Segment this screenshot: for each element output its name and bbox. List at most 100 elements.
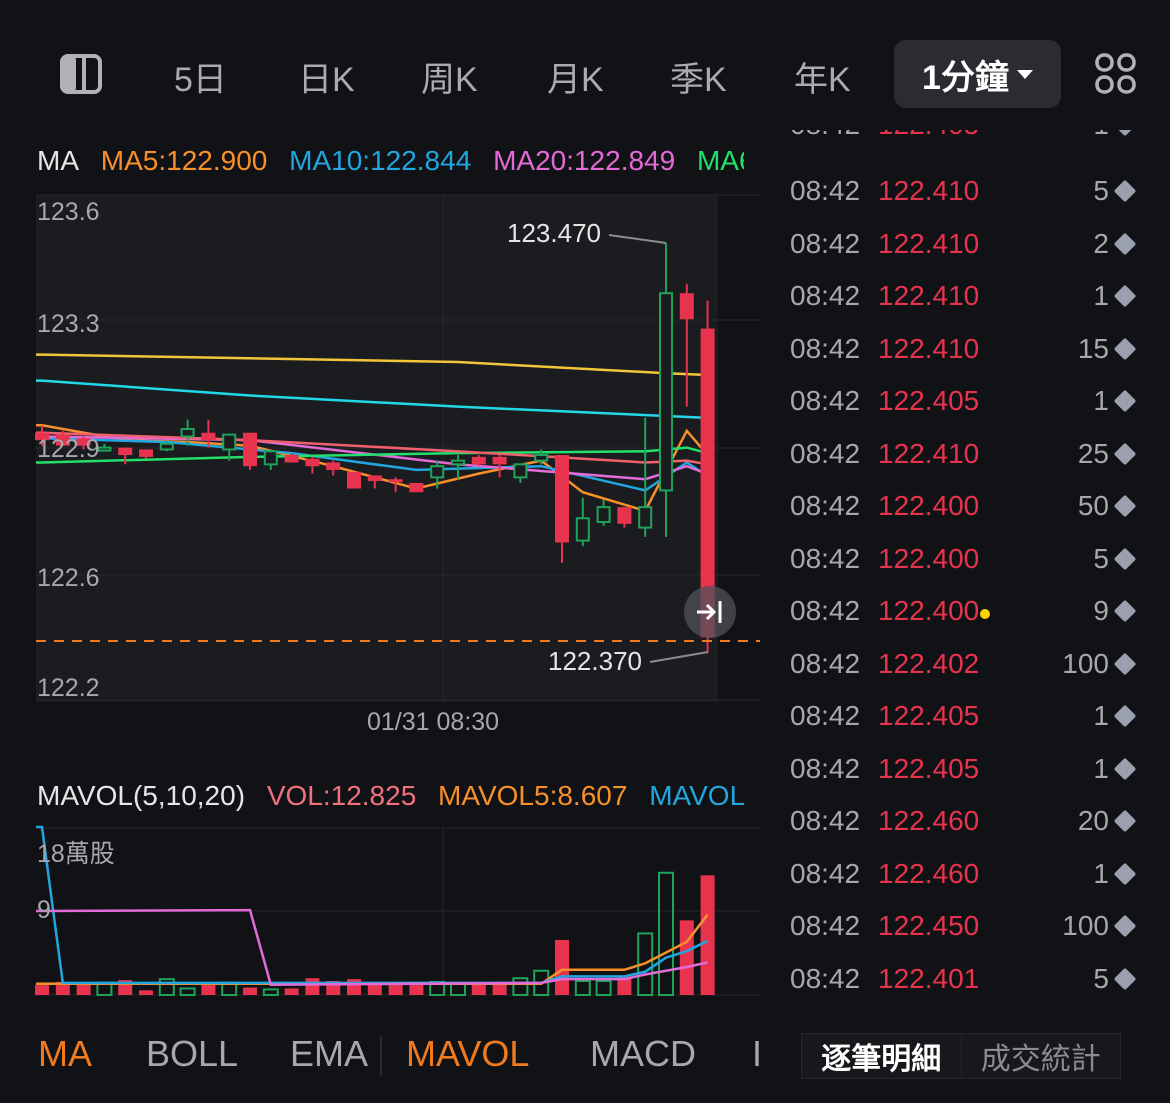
period-month[interactable]: 月K [547, 61, 604, 99]
tab-macd[interactable]: MACD [590, 1033, 696, 1074]
tab-boll[interactable]: BOLL [146, 1033, 239, 1074]
arrow-to-end-icon [697, 601, 722, 623]
trade-row: 08:42 122.401 5 [790, 963, 1137, 1003]
diamond-icon [1113, 442, 1137, 465]
trade-price: 122.400 [878, 490, 980, 521]
trade-price: 122.400 [878, 542, 980, 574]
mavol-legend-title: MAVOL(5,10,20) [37, 780, 246, 811]
volume-bar [139, 990, 153, 995]
volume-bar [512, 977, 529, 996]
volume-bar [471, 981, 486, 995]
period-quarter[interactable]: 季K [670, 61, 727, 99]
trade-price: 122.410 [878, 280, 980, 311]
trade-quantity: 1 [1093, 700, 1109, 731]
volume-bar [35, 985, 49, 995]
high-leader-line [608, 234, 667, 244]
trade-quantity: 5 [1093, 175, 1109, 206]
x-tick-label: 01/31 08:30 [367, 708, 500, 736]
trade-quantity: 9 [1093, 595, 1109, 626]
low-price-annotation: 122.370 [548, 646, 642, 676]
trade-row: 08:42 122.400 5 [790, 542, 1137, 583]
ma20-value: MA20:122.849 [493, 145, 676, 176]
diamond-icon [1113, 914, 1137, 938]
y-tick-label: 122.9 [37, 435, 100, 463]
candle-body [326, 462, 341, 470]
tab-tick-details[interactable]: 逐筆明細 [802, 1034, 962, 1078]
period-5day[interactable]: 5日 [174, 61, 227, 99]
candle-body [97, 446, 112, 452]
period-day[interactable]: 日K [298, 61, 355, 99]
trade-quantity: 50 [1077, 490, 1109, 521]
tab-more-truncated[interactable]: I [752, 1033, 763, 1074]
volume-legend: MAVOL(5,10,20) VOL:12.825 MAVOL5:8.607 M… [37, 780, 744, 812]
candle-body [409, 482, 424, 493]
candle-body [555, 455, 569, 543]
grid-layout-icon[interactable] [1094, 52, 1138, 101]
period-week[interactable]: 周K [421, 61, 478, 99]
volume-bar [262, 988, 279, 996]
trade-row: 08:42 122.460 20 [790, 805, 1137, 845]
volume-bar [492, 981, 507, 995]
candle-body [617, 507, 632, 524]
y-tick-label: 123.3 [37, 310, 100, 338]
candle-body [575, 517, 590, 542]
trade-row: 08:42 122.405 1 [790, 753, 1137, 793]
sidebar-toggle-icon[interactable] [60, 54, 102, 94]
high-price-annotation: 123.470 [507, 218, 601, 248]
ma-line-extra-6 [36, 353, 708, 377]
trade-row: 08:42 122.405 1 [790, 385, 1137, 425]
trade-time: 08:42 [790, 910, 861, 941]
diamond-icon [1113, 494, 1137, 518]
chevron-down-icon [1016, 69, 1033, 79]
tab-trade-stats[interactable]: 成交統計 [980, 1043, 1101, 1076]
ma-legend: MA MA5:122.900 MA10:122.844 MA20:122.849… [37, 145, 744, 177]
diamond-icon [1113, 232, 1137, 255]
period-year[interactable]: 年K [794, 61, 851, 99]
ma5-value: MA5:122.900 [100, 145, 268, 176]
tab-mavol[interactable]: MAVOL [406, 1033, 530, 1074]
trade-time: 08:42 [790, 700, 861, 731]
volume-chart[interactable] [0, 825, 770, 1000]
trade-time: 08:42 [790, 542, 861, 574]
tab-ema[interactable]: EMA [290, 1033, 369, 1074]
diamond-icon [1113, 967, 1137, 990]
candle-body [180, 428, 195, 438]
candle-body [159, 442, 174, 451]
candle-body [638, 506, 653, 529]
trade-row: 08:42 122.410 15 [790, 332, 1137, 373]
trade-time: 08:42 [790, 175, 861, 206]
mavol-line-1 [36, 825, 709, 985]
trade-quantity: 2 [1093, 227, 1109, 259]
volume-y-tick: 9 [37, 896, 51, 924]
period-1min-dropdown[interactable]: 1分鐘 [894, 40, 1061, 108]
volume-bar [595, 980, 612, 997]
trade-quantity: 1 [1093, 385, 1109, 416]
candle-body [700, 328, 715, 638]
candle-body [679, 293, 694, 320]
candlestick-chart[interactable] [0, 190, 770, 710]
candle-body [596, 506, 611, 523]
trade-quantity: 25 [1077, 437, 1109, 469]
candle-body [305, 458, 320, 467]
tab-ma[interactable]: MA [38, 1033, 92, 1074]
volume-bar [179, 987, 196, 996]
volume-bar [201, 983, 216, 995]
diamond-icon [1113, 652, 1137, 675]
trade-time: 08:42 [790, 857, 861, 889]
candle-body [201, 432, 216, 441]
trade-time: 08:42 [790, 490, 861, 521]
trade-time: 08:42 [790, 385, 861, 416]
diamond-icon [1113, 599, 1137, 623]
trade-price: 122.410 [878, 332, 980, 364]
scroll-to-latest-button[interactable] [684, 586, 736, 638]
volume-bar [574, 980, 591, 997]
trade-price: 122.402 [878, 647, 980, 679]
trade-row: 08:42 122.410 25 [790, 437, 1137, 478]
trade-price: 122.405 [878, 700, 980, 731]
candle-body [222, 433, 237, 451]
diamond-icon [1113, 130, 1135, 137]
trade-time: 08:42 [790, 805, 861, 836]
candle-body [263, 450, 278, 466]
trade-row: 08:42 122.402 100 [790, 647, 1137, 688]
trade-quantity: 5 [1093, 542, 1109, 574]
